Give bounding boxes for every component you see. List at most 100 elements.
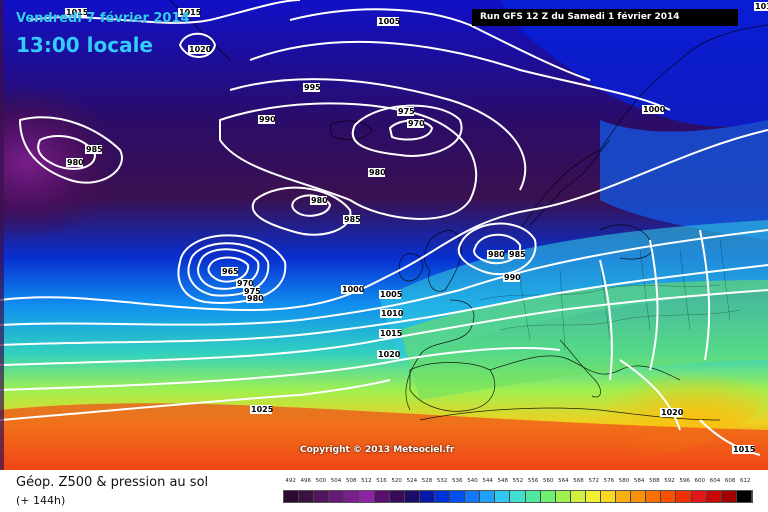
isobar-label: 975: [244, 287, 261, 296]
isobar-east-vertical-1: [599, 259, 613, 381]
isobar-label-bg: [85, 145, 102, 154]
isobar-label: 970: [237, 279, 254, 288]
scale-swatch: [450, 491, 466, 502]
isobar-995: [229, 78, 527, 191]
scale-label: 580: [618, 478, 630, 484]
scale-swatch: [344, 491, 360, 502]
isobar-label-bg: [368, 168, 385, 177]
run-info-banner: Run GFS 12 Z du Samedi 1 février 2014: [472, 9, 738, 26]
isobar-label: 990: [259, 115, 276, 124]
isobar-label-bg: [487, 250, 504, 259]
scale-label: 556: [527, 478, 539, 484]
isobar-label-bg: [188, 45, 210, 54]
scale-label: 596: [679, 478, 690, 484]
isobars: [0, 0, 768, 455]
scale-label: 508: [345, 478, 357, 484]
weather-map: 1015101510201005101599599097597098598098…: [0, 0, 768, 470]
scale-label: 524: [406, 478, 418, 484]
isobar-label: 970: [408, 119, 425, 128]
isobar-label-bg: [397, 107, 414, 116]
isobar-label-bg: [65, 8, 87, 17]
isobar-label-bg: [236, 279, 253, 288]
forecast-date: Vendredi 7 février 2014: [16, 11, 190, 26]
isobar-970: [389, 119, 433, 141]
isobar-990: [219, 102, 478, 220]
isobar-label: 980: [67, 158, 84, 167]
scale-swatch: [736, 491, 752, 502]
isobar-label: 1020: [189, 45, 212, 54]
isobar-label-bg: [407, 119, 424, 128]
isobar-label: 990: [504, 273, 521, 282]
isobar-label: 1015: [380, 329, 403, 338]
europe-west-coast: [405, 299, 475, 411]
scale-swatch: [585, 491, 601, 502]
isobar-label-bg: [343, 215, 360, 224]
isobar-east-vertical-2: [649, 239, 659, 371]
scale-label: 608: [724, 478, 736, 484]
isobar-label-bg: [642, 105, 664, 114]
color-scale-labels: 492 496 500 504 508 512 516 520 524 528 532 536 540 5…: [283, 478, 753, 488]
scale-label: 564: [558, 478, 569, 484]
scale-swatch: [570, 491, 586, 502]
isobar-985-center: [251, 186, 352, 236]
isobar-east-1020: [619, 359, 681, 431]
scale-swatch: [465, 491, 481, 502]
scale-label: 516: [376, 478, 387, 484]
forecast-time: 13:00 locale: [16, 33, 153, 57]
isobar-label-bg: [732, 445, 754, 454]
isobar-label-bg: [246, 294, 263, 303]
isobar-label: 985: [509, 250, 526, 259]
scale-label: 492: [285, 478, 296, 484]
isobar-label-bg: [379, 290, 401, 299]
isobar-label-bg: [221, 267, 238, 276]
scale-label: 500: [315, 478, 327, 484]
isobar-label-bg: [310, 196, 327, 205]
isobar-label: 975: [398, 107, 415, 116]
isobar-label: 1015: [733, 445, 756, 454]
isobar-label: 965: [222, 267, 239, 276]
isobar-980-low: [177, 234, 287, 304]
color-scale-bar: [283, 490, 753, 503]
scale-swatch: [691, 491, 707, 502]
isobar-label-bg: [303, 83, 320, 92]
scale-label: 588: [649, 478, 660, 484]
scale-label: 536: [452, 478, 463, 484]
cold-low-region: [0, 78, 273, 301]
isobar-label: 980: [311, 196, 328, 205]
scale-swatch: [389, 491, 405, 502]
isobar-label-bg: [250, 405, 272, 414]
isobar-label: 1015: [755, 2, 768, 11]
norway-coast: [529, 139, 611, 226]
scale-swatch: [646, 491, 662, 502]
scale-label: 520: [391, 478, 402, 484]
isobar-east-low-990: [457, 222, 537, 276]
isobar-label: 985: [86, 145, 103, 154]
scale-label: 600: [694, 478, 706, 484]
isobar-label-bg: [379, 329, 401, 338]
isobar-975-low: [187, 242, 270, 297]
isobar-label: 1020: [378, 350, 401, 359]
scale-swatch: [299, 491, 315, 502]
scale-label: 544: [482, 478, 493, 484]
isobar-975: [351, 104, 463, 157]
scale-swatch: [661, 491, 677, 502]
scale-swatch: [676, 491, 692, 502]
east-blue-region: [600, 120, 768, 240]
scale-swatch: [616, 491, 632, 502]
scandinavia-coast: [519, 24, 768, 231]
isobar-label: 985: [344, 215, 361, 224]
greenland-tip: [169, 0, 231, 61]
scale-swatch: [314, 491, 330, 502]
isobar-label: 995: [304, 83, 321, 92]
scale-swatch: [495, 491, 511, 502]
scale-swatch: [374, 491, 390, 502]
scale-swatch: [706, 491, 722, 502]
scale-label: 548: [497, 478, 509, 484]
isobar-label-bg: [377, 350, 399, 359]
scale-label: 576: [603, 478, 615, 484]
north-africa: [419, 407, 721, 421]
south-warm-region: [0, 403, 768, 470]
isobar-1005-band: [0, 229, 768, 326]
colorbar-left-edge: [0, 0, 4, 470]
isobar-label: 1010: [381, 309, 404, 318]
